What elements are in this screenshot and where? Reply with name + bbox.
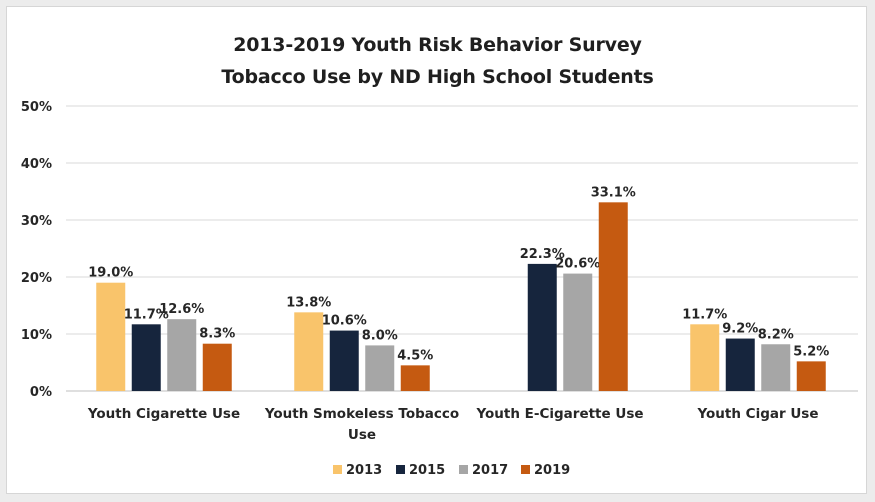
y-tick-label: 20% [21,271,52,286]
bar-2015 [329,330,359,391]
data-label: 4.5% [397,348,433,363]
x-category-label: Use [348,427,376,443]
bar-2013 [96,282,126,391]
y-tick-label: 50% [21,100,52,115]
bar-2017 [167,319,197,391]
data-label: 9.2% [722,322,758,337]
y-tick-label: 30% [21,214,52,229]
data-label: 20.6% [555,257,600,272]
bar-2019 [400,365,430,391]
data-label: 10.6% [322,314,367,329]
data-label: 13.8% [286,295,331,310]
x-category-label: Youth Cigarette Use [87,406,240,422]
bar-2019 [598,202,628,391]
x-category-label: Youth Smokeless Tobacco [264,406,459,422]
legend-label: 2019 [534,463,570,478]
data-label: 33.1% [591,185,636,200]
chart-title-line-1: 2013-2019 Youth Risk Behavior Survey [233,34,642,56]
bar-2019 [202,343,232,391]
bar-2017 [761,344,791,391]
x-category-label: Youth E-Cigarette Use [475,406,643,422]
legend-swatch-2019 [521,465,530,474]
y-tick-label: 10% [21,328,52,343]
data-label: 12.6% [159,302,204,317]
y-tick-label: 0% [30,385,52,400]
data-label: 11.7% [124,307,169,322]
bar-2013 [294,312,324,391]
legend-swatch-2013 [333,465,342,474]
bar-2017 [365,345,395,391]
bar-2015 [527,263,557,391]
bar-2019 [796,361,826,391]
data-label: 8.0% [362,328,398,343]
data-label: 11.7% [682,307,727,322]
bar-2017 [563,273,593,391]
bar-2015 [725,338,755,391]
bar-2015 [131,324,161,391]
y-tick-label: 40% [21,157,52,172]
legend-swatch-2015 [396,465,405,474]
legend-swatch-2017 [459,465,468,474]
chart-title-line-2: Tobacco Use by ND High School Students [221,66,654,88]
data-label: 5.2% [793,344,829,359]
data-label: 22.3% [520,247,565,262]
x-category-label: Youth Cigar Use [696,406,818,422]
legend-label: 2017 [472,463,508,478]
legend-label: 2013 [346,463,382,478]
bar-2013 [690,324,720,391]
data-label: 8.2% [758,327,794,342]
chart-frame [6,6,867,494]
legend-label: 2015 [409,463,445,478]
data-label: 19.0% [88,266,133,281]
data-label: 8.3% [199,327,235,342]
